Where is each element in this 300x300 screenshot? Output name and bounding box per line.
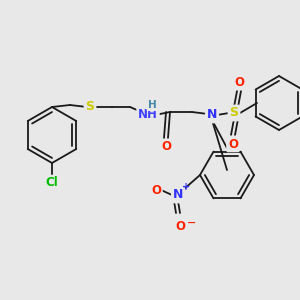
- Text: O: O: [175, 220, 185, 232]
- Text: O: O: [151, 184, 161, 196]
- Text: O: O: [234, 76, 244, 88]
- Text: S: S: [85, 100, 94, 113]
- Text: O: O: [161, 140, 171, 154]
- Text: S: S: [230, 106, 238, 119]
- Text: O: O: [228, 137, 238, 151]
- Text: N: N: [207, 109, 217, 122]
- Text: H: H: [148, 100, 156, 110]
- Text: Cl: Cl: [46, 176, 59, 190]
- Text: NH: NH: [138, 109, 158, 122]
- Text: N: N: [173, 188, 183, 202]
- Text: +: +: [182, 182, 190, 192]
- Text: −: −: [187, 218, 197, 228]
